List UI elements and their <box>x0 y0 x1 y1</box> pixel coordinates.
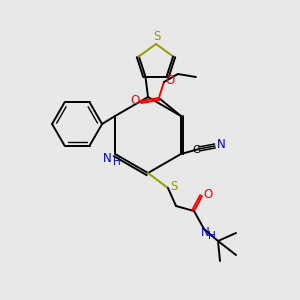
Text: S: S <box>153 31 161 44</box>
Text: H: H <box>208 231 216 241</box>
Text: O: O <box>203 188 213 200</box>
Text: S: S <box>170 179 178 193</box>
Text: H: H <box>113 157 121 167</box>
Text: C: C <box>192 145 200 155</box>
Text: O: O <box>130 94 140 107</box>
Text: O: O <box>165 74 175 88</box>
Text: N: N <box>201 226 209 238</box>
Text: N: N <box>103 152 112 164</box>
Text: N: N <box>217 139 225 152</box>
